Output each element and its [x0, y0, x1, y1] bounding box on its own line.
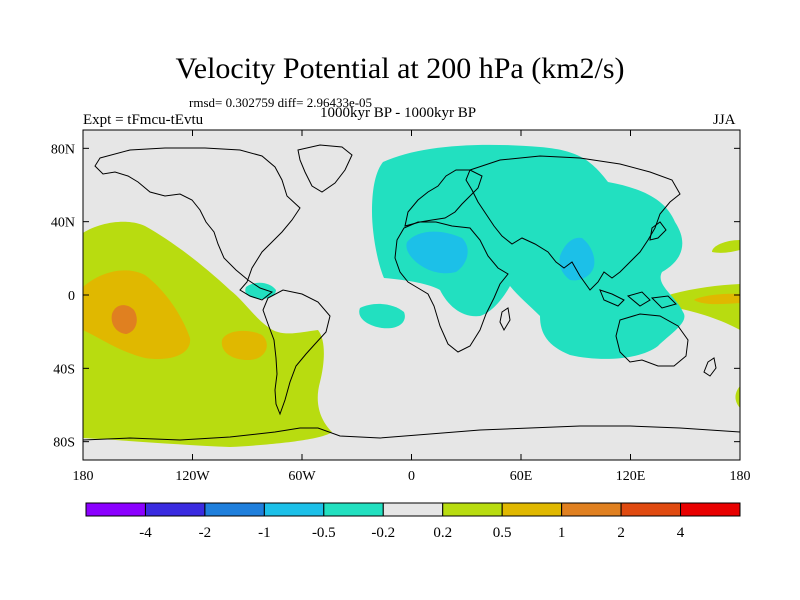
x-axis: 180 120W 60W 0 60E 120E 180	[73, 130, 751, 484]
coast-japan	[649, 221, 667, 241]
contour-east-pacific-maximum	[83, 270, 191, 360]
coast-europe	[404, 169, 483, 227]
colorbar-swatch	[382, 502, 444, 517]
coast-new-zealand	[703, 357, 717, 377]
colorbar-label: -1	[258, 525, 271, 541]
colorbar-label: 0.2	[433, 525, 452, 541]
colorbar-label: -2	[199, 525, 212, 541]
y-tick-label: 0	[68, 289, 75, 304]
stats-label: rmsd= 0.302759 diff= 2.96433e-05	[189, 95, 373, 110]
season-label: JJA	[713, 112, 736, 128]
y-axis: 80N 40N 0 40S 80S	[51, 142, 740, 451]
x-tick-label: 180	[73, 469, 94, 484]
contour-south-asia-minimum	[559, 237, 595, 281]
contour-eurasia-africa-negative	[372, 144, 685, 359]
colorbar-swatch	[501, 502, 563, 517]
colorbar-swatch	[323, 502, 384, 517]
y-tick-label: 80N	[51, 142, 75, 157]
contour-south-atlantic-patch	[359, 303, 405, 329]
colorbar: -4 -2 -1 -0.5 -0.2 0.2 0.5 1 2 4	[85, 502, 741, 541]
colorbar-swatch	[680, 502, 741, 517]
colorbar-swatch	[144, 502, 206, 517]
coast-africa	[394, 221, 509, 353]
colorbar-swatch	[620, 502, 682, 517]
coast-madagascar	[499, 307, 511, 332]
contour-southeast-pacific-maximum	[221, 330, 267, 360]
colorbar-swatch	[263, 502, 325, 517]
x-tick-label: 60W	[288, 469, 316, 484]
colorbar-label: 2	[617, 525, 625, 541]
colorbar-swatch	[442, 502, 503, 517]
coast-north-america	[94, 147, 301, 301]
coast-maritime-continent	[599, 289, 677, 309]
colorbar-swatch	[85, 502, 146, 517]
colorbar-label: 0.5	[493, 525, 512, 541]
colorbar-label: -4	[139, 525, 152, 541]
coast-greenland	[297, 144, 353, 193]
y-tick-label: 80S	[53, 436, 75, 451]
colorbar-swatch	[561, 502, 622, 517]
y-tick-label: 40N	[51, 216, 75, 231]
x-tick-label: 120W	[175, 469, 210, 484]
y-tick-label: 40S	[53, 362, 75, 377]
x-tick-label: 0	[408, 469, 415, 484]
coastlines	[83, 144, 740, 441]
x-tick-label: 180	[730, 469, 751, 484]
coast-antarctica	[83, 425, 740, 441]
coast-south-america	[262, 289, 331, 416]
colorbar-label: 4	[677, 525, 685, 541]
x-tick-label: 60E	[510, 469, 533, 484]
chart-title: Velocity Potential at 200 hPa (km2/s)	[175, 52, 625, 85]
contour-west-pacific-maximum	[694, 293, 740, 305]
colorbar-label: -0.2	[371, 525, 395, 541]
colorbar-label: 1	[558, 525, 566, 541]
period-label: 1000kyr BP - 1000kyr BP	[320, 105, 477, 121]
contour-saharan-minimum	[406, 231, 468, 274]
contour-east-pacific-core	[111, 305, 137, 334]
coast-australia	[615, 313, 689, 367]
coast-asia	[465, 155, 681, 291]
experiment-label: Expt = tFmcu-tEvtu	[83, 112, 204, 128]
colorbar-swatch	[204, 502, 265, 517]
x-tick-label: 120E	[616, 469, 646, 484]
colorbar-label: -0.5	[312, 525, 336, 541]
